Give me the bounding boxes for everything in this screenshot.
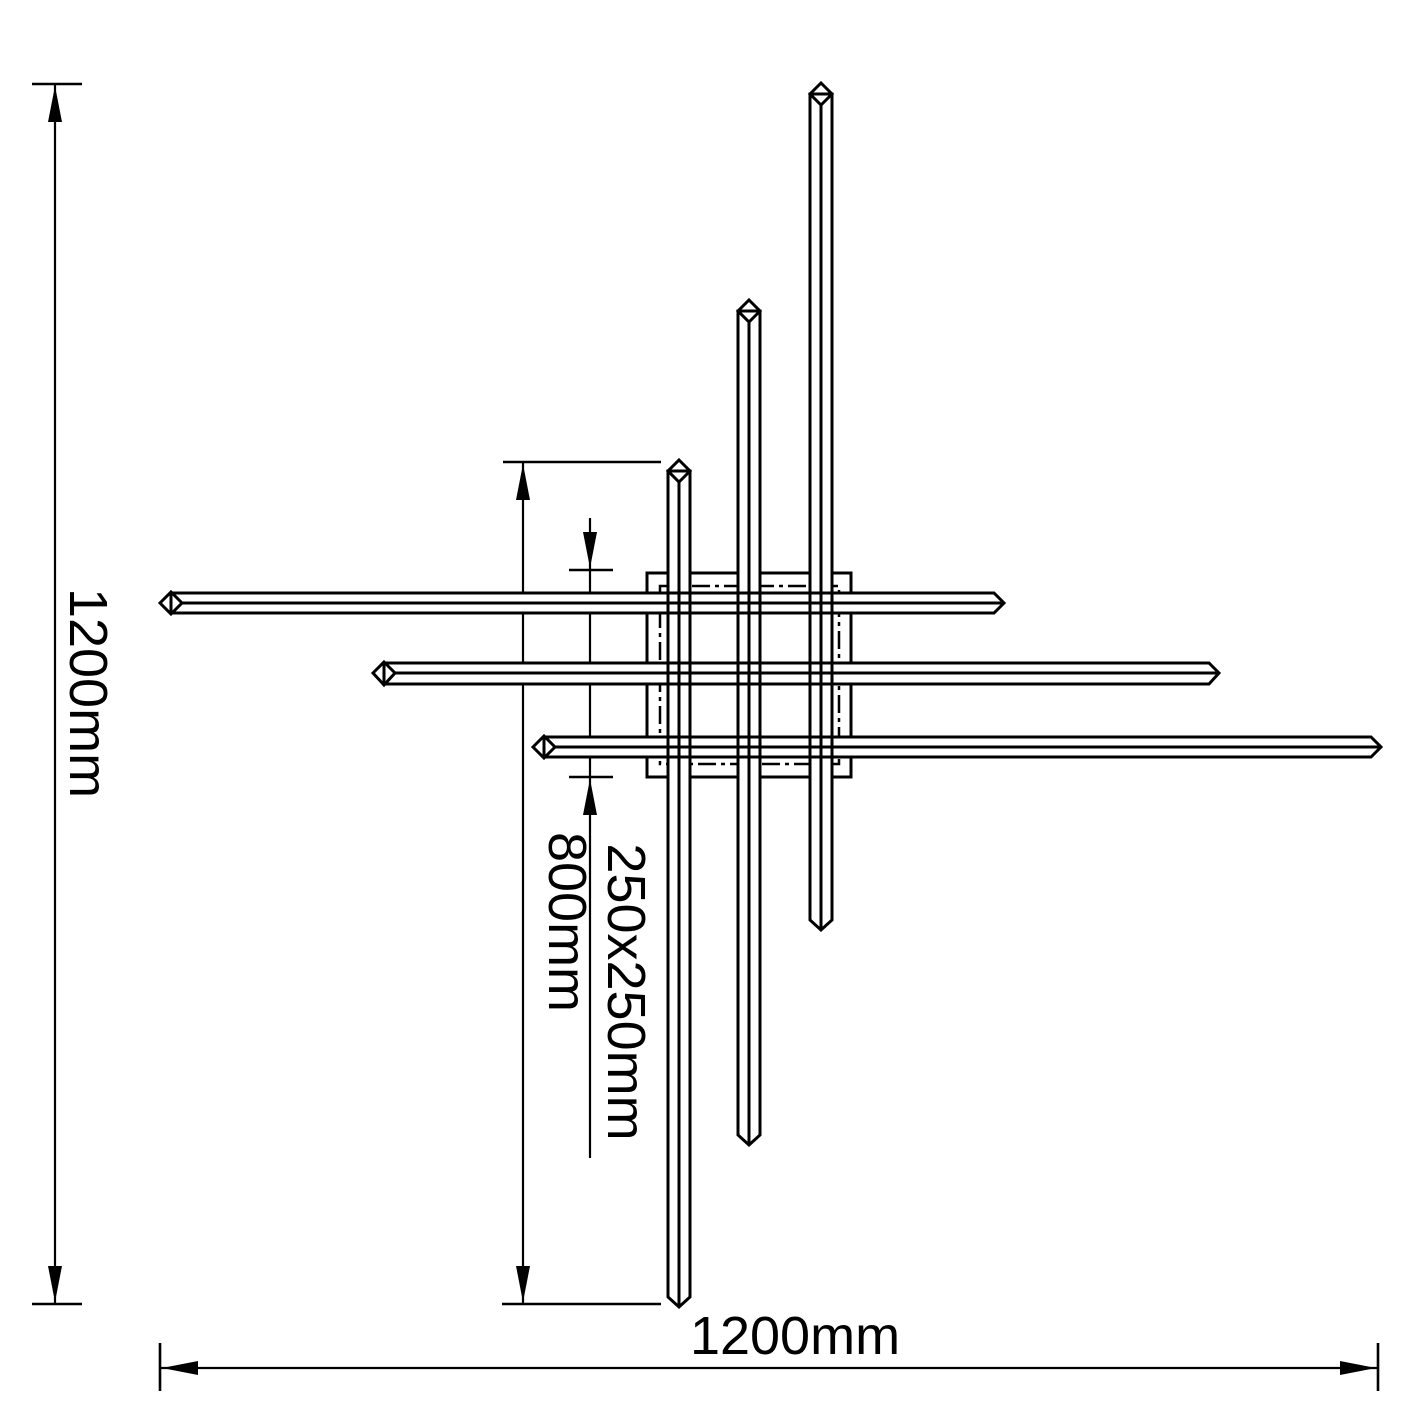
bar-body <box>542 735 1384 759</box>
bar-diamond-tip <box>807 80 835 108</box>
dimension-label-250x250mm: 250x250mm <box>596 843 656 1140</box>
bar-diamond-tip <box>665 457 693 485</box>
dimension-1200mm-width: 1200mm <box>158 1306 1380 1391</box>
arrow-up-icon <box>583 779 597 815</box>
led-bar-fills <box>160 83 1381 1307</box>
led-bar-vertical-middle <box>735 297 763 1148</box>
dimension-1200mm-height: 1200mm <box>32 82 118 1306</box>
led-bar-horizontal-top <box>157 589 1007 617</box>
bar-diamond-tip <box>370 659 398 688</box>
bar-body <box>808 92 834 933</box>
dimension-label-width-1200mm: 1200mm <box>690 1306 900 1366</box>
bar-diamond-tip <box>735 297 763 325</box>
bar-body <box>382 661 1222 686</box>
arrow-left-icon <box>162 1361 198 1375</box>
arrow-up-icon <box>516 464 530 500</box>
arrow-right-icon <box>1340 1361 1376 1375</box>
arrow-up-icon <box>48 86 62 122</box>
arrow-down-icon <box>516 1266 530 1302</box>
arrow-down-icon <box>48 1266 62 1302</box>
bar-diamond-tip <box>157 589 185 617</box>
led-bar-vertical-tall <box>807 80 835 933</box>
dimension-label-800mm: 800mm <box>537 832 597 1012</box>
bar-body <box>169 591 1007 615</box>
arrow-down-icon <box>583 532 597 568</box>
bar-body <box>736 309 762 1148</box>
bar-diamond-tip <box>530 733 558 761</box>
led-bar-vertical-long <box>665 457 693 1310</box>
led-bar-horizontal-bottom <box>530 733 1384 761</box>
dimension-label-height-1200mm: 1200mm <box>58 588 118 798</box>
led-bar-horizontal-middle <box>370 659 1222 688</box>
bar-body <box>666 469 692 1310</box>
dimension-250x250mm: 250x250mm <box>569 518 656 1158</box>
